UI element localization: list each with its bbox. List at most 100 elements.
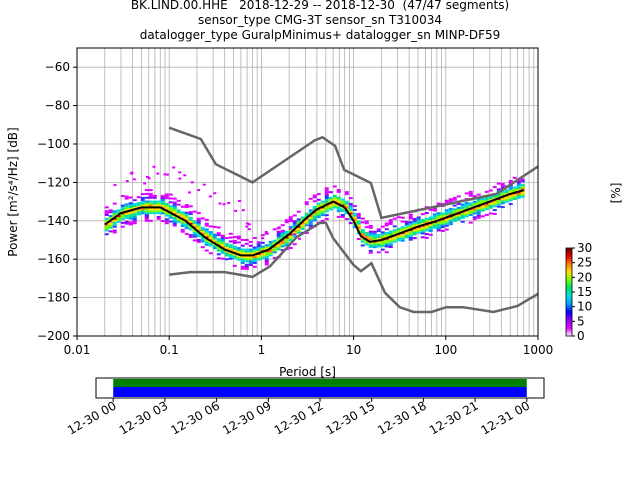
psd-histogram-cell	[176, 209, 181, 212]
psd-histogram-cell	[184, 219, 189, 222]
psd-histogram-cell	[180, 211, 185, 214]
psd-histogram-cell	[244, 248, 249, 251]
psd-histogram-cell	[360, 231, 365, 234]
psd-histogram-cell	[204, 249, 209, 252]
psd-histogram-cell	[428, 229, 433, 232]
psd-histogram-cell	[400, 220, 405, 223]
psd-histogram-cell	[204, 228, 209, 231]
psd-histogram-cell	[104, 227, 109, 230]
psd-histogram-cell	[248, 250, 253, 253]
psd-histogram-cell	[216, 226, 221, 229]
psd-histogram-cell	[296, 227, 301, 230]
psd-histogram-cell	[444, 199, 449, 202]
psd-histogram-cell	[256, 247, 261, 250]
psd-histogram-cell	[244, 250, 249, 253]
psd-histogram-cell	[136, 201, 141, 204]
psd-histogram-cell	[284, 219, 289, 222]
psd-histogram-cell	[284, 242, 289, 245]
psd-histogram-cell	[360, 234, 365, 237]
psd-histogram-cell	[308, 215, 313, 218]
psd-histogram-cell	[476, 193, 481, 196]
psd-histogram-cell	[116, 220, 121, 223]
psd-histogram-cell	[344, 204, 349, 207]
psd-histogram-cell	[468, 221, 473, 224]
psd-histogram-cell	[400, 235, 405, 238]
psd-histogram-cell	[160, 197, 165, 200]
psd-histogram-cell	[132, 206, 137, 209]
psd-histogram-cell	[400, 237, 405, 240]
psd-outlier-cell	[213, 192, 217, 195]
psd-histogram-cell	[192, 239, 197, 242]
title-line-3: datalogger_type GuralpMinimus+ datalogge…	[139, 28, 501, 42]
psd-histogram-cell	[504, 200, 509, 203]
psd-outlier-cell	[222, 203, 226, 206]
psd-histogram-cell	[452, 216, 457, 219]
psd-histogram-cell	[104, 217, 109, 220]
psd-histogram-cell	[164, 212, 169, 215]
psd-histogram-cell	[280, 233, 285, 236]
psd-histogram-cell	[396, 229, 401, 232]
psd-histogram-cell	[124, 209, 129, 212]
psd-histogram-cell	[112, 223, 117, 226]
psd-histogram-cell	[316, 212, 321, 215]
psd-histogram-cell	[480, 209, 485, 212]
psd-histogram-cell	[236, 241, 241, 244]
psd-histogram-cell	[196, 240, 201, 243]
psd-histogram-cell	[216, 247, 221, 250]
psd-histogram-cell	[400, 230, 405, 233]
psd-histogram-cell	[188, 213, 193, 216]
psd-histogram-cell	[276, 248, 281, 251]
psd-histogram-cell	[296, 218, 301, 221]
psd-histogram-cell	[228, 232, 233, 235]
psd-histogram-cell	[168, 201, 173, 204]
psd-histogram-cell	[384, 232, 389, 235]
psd-histogram-cell	[348, 204, 353, 207]
psd-histogram-cell	[300, 218, 305, 221]
psd-histogram-cell	[332, 195, 337, 198]
psd-histogram-cell	[372, 230, 377, 233]
psd-histogram-cell	[492, 186, 497, 189]
psd-histogram-cell	[108, 215, 113, 218]
psd-histogram-cell	[200, 226, 205, 229]
psd-histogram-cell	[448, 221, 453, 224]
psd-histogram-cell	[260, 245, 265, 248]
psd-histogram-cell	[492, 201, 497, 204]
psd-histogram-cell	[508, 197, 513, 200]
psd-histogram-cell	[212, 241, 217, 244]
psd-histogram-cell	[460, 203, 465, 206]
psd-histogram-cell	[264, 253, 269, 256]
psd-histogram-cell	[412, 237, 417, 240]
psd-histogram-cell	[160, 198, 165, 201]
psd-histogram-cell	[164, 195, 169, 198]
psd-histogram-cell	[492, 209, 497, 212]
psd-histogram-cell	[136, 213, 141, 216]
psd-histogram-cell	[424, 221, 429, 224]
mode-line	[104, 189, 524, 257]
psd-histogram-cell	[444, 211, 449, 214]
psd-histogram-cell	[136, 196, 141, 199]
psd-histogram-cell	[316, 193, 321, 196]
psd-histogram-cell	[408, 236, 413, 239]
psd-histogram-cell	[216, 237, 221, 240]
psd-histogram-cell	[440, 229, 445, 232]
psd-histogram-cell	[120, 216, 125, 219]
psd-histogram-cell	[412, 231, 417, 234]
psd-histogram-cell	[108, 211, 113, 214]
psd-histogram-cell	[256, 250, 261, 253]
colorbar-tick-label: 20	[577, 270, 592, 284]
psd-histogram-cell	[456, 203, 461, 206]
psd-outlier-cell	[218, 202, 222, 205]
psd-histogram-cell	[348, 222, 353, 225]
psd-histogram-cell	[372, 246, 377, 249]
psd-outlier-cell	[277, 226, 281, 229]
psd-histogram-cell	[512, 196, 517, 199]
psd-histogram-cell	[300, 222, 305, 225]
psd-histogram-cell	[200, 217, 205, 220]
psd-histogram-cell	[204, 222, 209, 225]
psd-histogram-cell	[316, 204, 321, 207]
psd-histogram-cell	[112, 202, 117, 205]
psd-histogram-cell	[348, 208, 353, 211]
psd-histogram-cell	[256, 248, 261, 251]
y-tick-label: −120	[37, 175, 70, 189]
psd-histogram-cell	[212, 247, 217, 250]
